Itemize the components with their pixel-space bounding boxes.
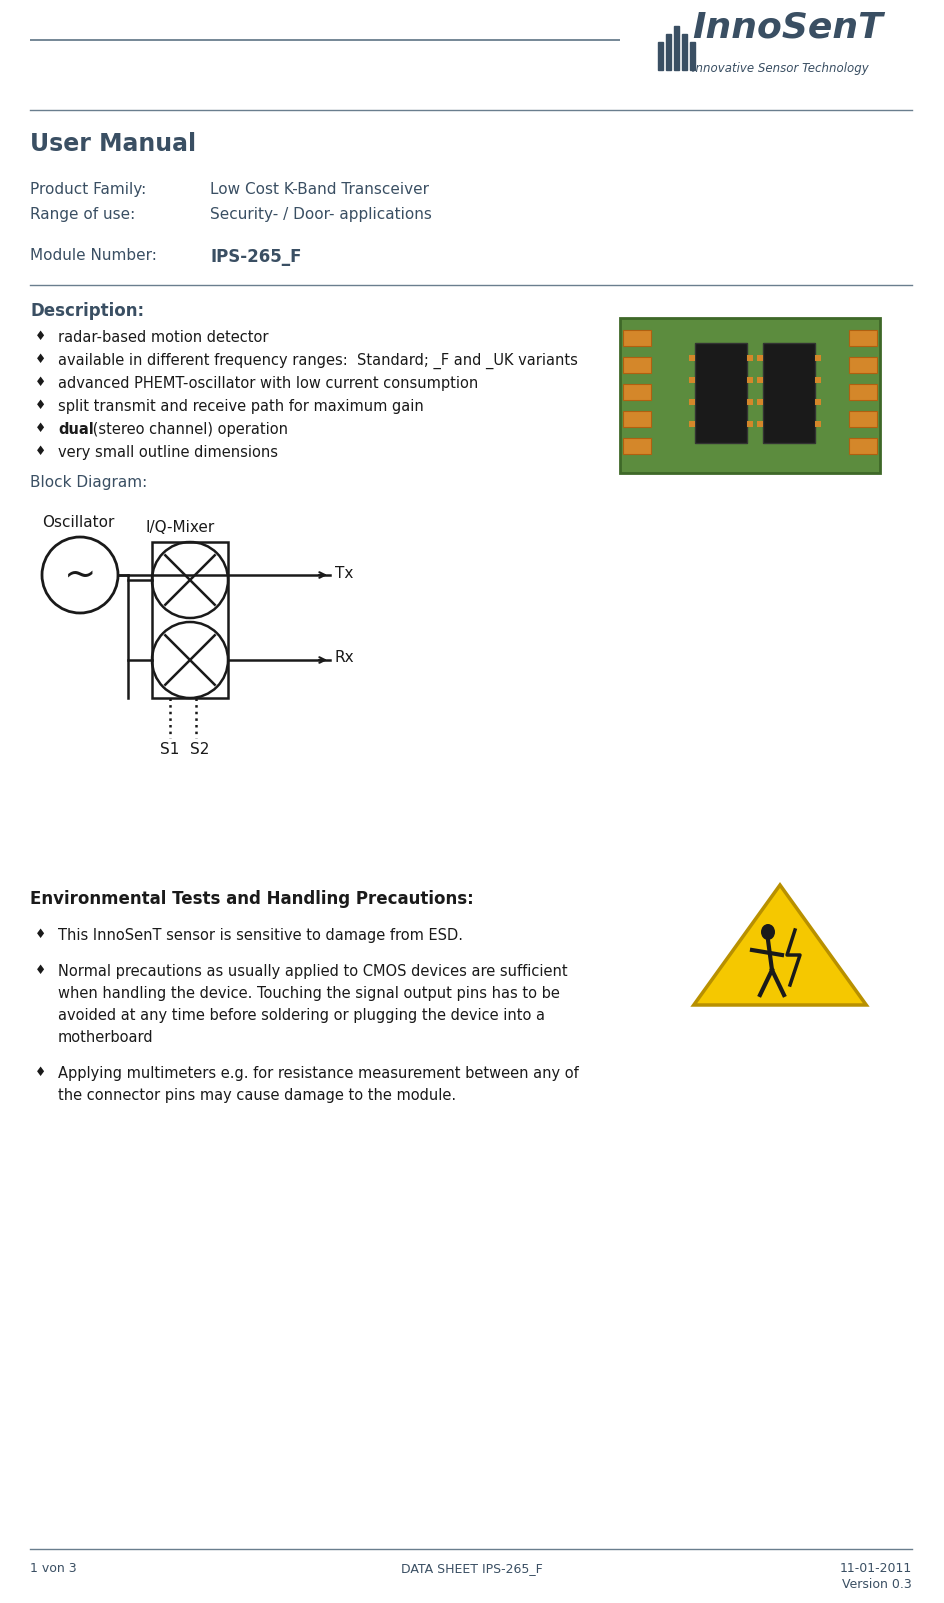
Bar <box>815 422 821 426</box>
Text: 11-01-2011: 11-01-2011 <box>840 1561 912 1576</box>
Text: advanced PHEMT-oscillator with low current consumption: advanced PHEMT-oscillator with low curre… <box>58 377 479 391</box>
Text: radar-based motion detector: radar-based motion detector <box>58 330 268 345</box>
Text: ♦: ♦ <box>35 330 46 343</box>
Bar <box>757 354 763 361</box>
Text: Product Family:: Product Family: <box>30 183 146 197</box>
Text: ♦: ♦ <box>35 422 46 434</box>
Text: ♦: ♦ <box>35 377 46 390</box>
Text: S1: S1 <box>160 742 179 757</box>
Bar <box>689 354 695 361</box>
Polygon shape <box>694 885 867 1005</box>
Text: the connector pins may cause damage to the module.: the connector pins may cause damage to t… <box>58 1088 456 1103</box>
Text: 1 von 3: 1 von 3 <box>30 1561 76 1576</box>
Bar <box>674 26 679 71</box>
Bar <box>757 399 763 406</box>
Bar <box>666 34 671 71</box>
Text: Innovative Sensor Technology: Innovative Sensor Technology <box>692 63 868 75</box>
Text: Environmental Tests and Handling Precautions:: Environmental Tests and Handling Precaut… <box>30 890 474 907</box>
Text: Oscillator: Oscillator <box>42 515 114 531</box>
Bar <box>152 542 228 697</box>
Text: when handling the device. Touching the signal output pins has to be: when handling the device. Touching the s… <box>58 986 560 1000</box>
Bar <box>815 377 821 383</box>
Text: Applying multimeters e.g. for resistance measurement between any of: Applying multimeters e.g. for resistance… <box>58 1066 579 1080</box>
Text: This InnoSenT sensor is sensitive to damage from ESD.: This InnoSenT sensor is sensitive to dam… <box>58 928 463 943</box>
Bar <box>747 377 753 383</box>
Bar <box>689 422 695 426</box>
Bar <box>747 422 753 426</box>
Text: dual: dual <box>58 422 93 438</box>
Bar <box>815 354 821 361</box>
Bar <box>747 354 753 361</box>
Text: Rx: Rx <box>335 651 355 665</box>
Bar <box>658 42 663 71</box>
Ellipse shape <box>761 923 775 939</box>
Text: Low Cost K-Band Transceiver: Low Cost K-Band Transceiver <box>210 183 429 197</box>
Text: Tx: Tx <box>335 566 353 580</box>
Bar <box>695 343 747 442</box>
Text: Security- / Door- applications: Security- / Door- applications <box>210 207 431 221</box>
Text: I/Q-Mixer: I/Q-Mixer <box>145 519 214 535</box>
Bar <box>682 34 687 71</box>
Bar <box>757 422 763 426</box>
Text: ♦: ♦ <box>35 399 46 412</box>
Bar <box>623 410 651 426</box>
Text: Range of use:: Range of use: <box>30 207 135 221</box>
Text: ♦: ♦ <box>35 353 46 365</box>
Text: DATA SHEET IPS-265_F: DATA SHEET IPS-265_F <box>401 1561 543 1576</box>
Text: ♦: ♦ <box>35 963 46 976</box>
Bar <box>849 330 877 346</box>
Bar <box>815 399 821 406</box>
Bar <box>757 377 763 383</box>
Bar <box>849 410 877 426</box>
Bar <box>690 42 695 71</box>
Text: ♦: ♦ <box>35 446 46 458</box>
Bar <box>763 343 815 442</box>
Bar <box>623 385 651 401</box>
Text: available in different frequency ranges:  Standard; _F and _UK variants: available in different frequency ranges:… <box>58 353 578 369</box>
Text: (stereo channel) operation: (stereo channel) operation <box>88 422 288 438</box>
Text: Description:: Description: <box>30 301 144 321</box>
Text: avoided at any time before soldering or plugging the device into a: avoided at any time before soldering or … <box>58 1008 545 1023</box>
Text: IPS-265_F: IPS-265_F <box>210 248 301 266</box>
Text: S2: S2 <box>190 742 210 757</box>
Text: Normal precautions as usually applied to CMOS devices are sufficient: Normal precautions as usually applied to… <box>58 963 567 979</box>
Bar <box>623 330 651 346</box>
Text: ♦: ♦ <box>35 928 46 941</box>
Text: InnoSenT: InnoSenT <box>692 10 883 43</box>
Bar <box>623 357 651 373</box>
Text: Block Diagram:: Block Diagram: <box>30 474 147 491</box>
Bar <box>689 377 695 383</box>
Bar <box>689 399 695 406</box>
Text: ♦: ♦ <box>35 1066 46 1079</box>
Bar <box>747 399 753 406</box>
Text: ~: ~ <box>64 556 96 595</box>
Text: Version 0.3: Version 0.3 <box>842 1577 912 1592</box>
Text: User Manual: User Manual <box>30 131 196 155</box>
Text: motherboard: motherboard <box>58 1031 154 1045</box>
Bar <box>623 438 651 454</box>
Bar <box>849 438 877 454</box>
Bar <box>849 357 877 373</box>
Text: Module Number:: Module Number: <box>30 248 157 263</box>
Bar <box>620 317 880 473</box>
Text: split transmit and receive path for maximum gain: split transmit and receive path for maxi… <box>58 399 424 414</box>
Bar <box>849 385 877 401</box>
Text: very small outline dimensions: very small outline dimensions <box>58 446 278 460</box>
